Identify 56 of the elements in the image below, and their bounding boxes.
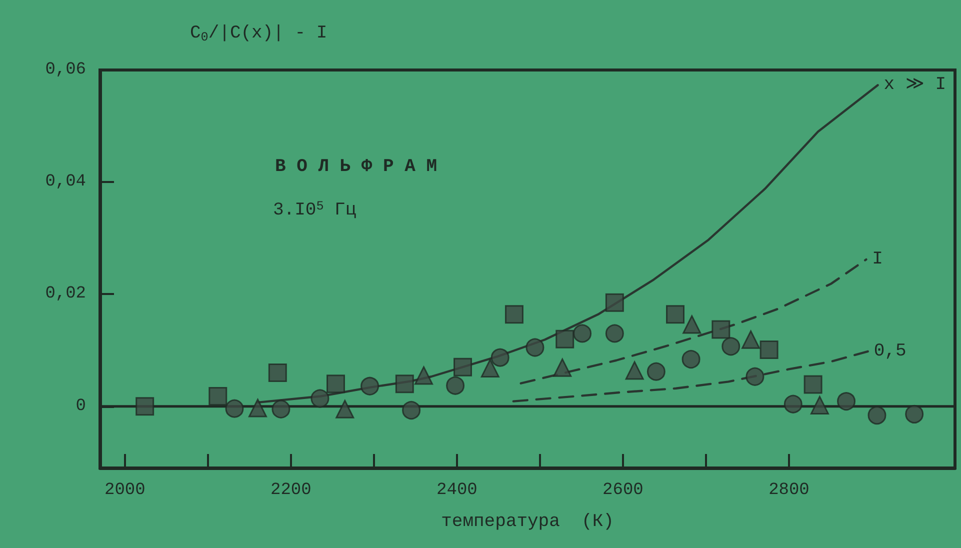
point [504, 305, 524, 324]
point [722, 337, 740, 356]
x-tick-label: 2800 [768, 481, 810, 500]
point [810, 396, 829, 414]
point [573, 324, 592, 343]
point [905, 404, 924, 424]
point [454, 358, 472, 376]
point [360, 376, 380, 396]
point [625, 361, 644, 380]
point [526, 338, 544, 357]
x-tick-label: 2000 [104, 481, 146, 500]
point [556, 330, 574, 348]
y-tick-label: 0,02 [45, 284, 86, 304]
point [395, 374, 414, 394]
point [480, 358, 500, 378]
y-tick-label: 0,04 [45, 172, 86, 192]
point [666, 305, 685, 324]
point [868, 406, 886, 425]
point [490, 348, 510, 367]
series-label: I [872, 249, 883, 270]
annotation: В О Л Ь Ф Р А М [275, 157, 438, 177]
point [742, 330, 760, 349]
x-tick-label: 2400 [436, 481, 478, 500]
point [136, 397, 154, 416]
point [682, 350, 700, 368]
series-label: x ≫ I [884, 75, 946, 96]
x-axis-title: температура (К) [441, 512, 614, 532]
x-tick-label: 2600 [602, 481, 644, 500]
series-label: 0,5 [874, 341, 906, 362]
point [605, 293, 624, 312]
point [208, 387, 228, 406]
line-series [512, 350, 869, 402]
point [760, 340, 778, 359]
point [326, 374, 345, 394]
x-tick-label: 2200 [270, 481, 312, 500]
point [446, 376, 465, 395]
point [746, 367, 764, 386]
point [553, 358, 572, 377]
y-tick-label: 0,06 [45, 60, 86, 80]
point [804, 375, 822, 394]
point [268, 363, 287, 382]
point [336, 400, 354, 418]
point [248, 398, 267, 418]
point [837, 392, 856, 411]
line-series [520, 258, 868, 384]
point [225, 399, 244, 418]
point [712, 320, 730, 339]
point [402, 401, 421, 420]
point [310, 389, 330, 408]
point [646, 362, 666, 381]
point [605, 324, 624, 343]
point [784, 394, 802, 414]
point [682, 315, 702, 334]
point [272, 400, 290, 418]
point [414, 366, 433, 385]
y-tick-label: 0 [76, 396, 86, 416]
